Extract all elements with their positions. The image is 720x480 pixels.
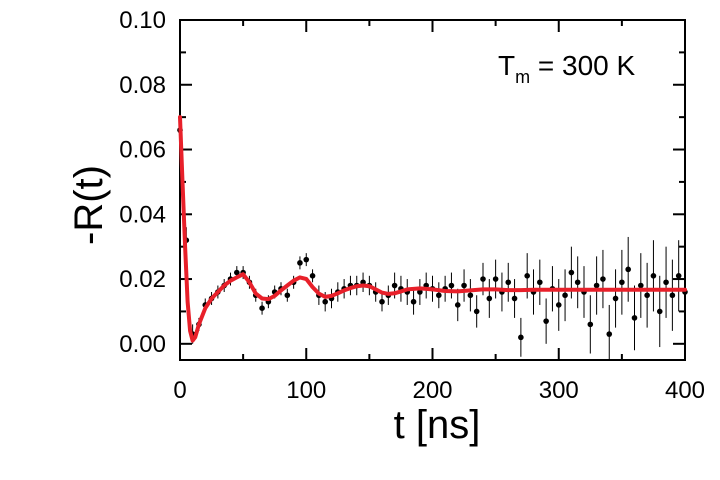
data-point [656,308,663,315]
data-point [461,282,467,289]
annotation-subscript: m [515,67,530,87]
data-point [284,292,291,299]
data-point [631,315,638,321]
data-point [543,318,549,324]
y-tick-label: 0.08 [119,72,166,99]
data-point [391,282,398,289]
data-point [606,331,613,337]
data-point [625,266,631,273]
data-point [587,321,594,328]
data-point [297,260,303,266]
data-point [259,305,265,311]
annotation-rest: = 300 K [530,50,635,81]
x-tick-label: 0 [173,377,186,404]
data-point [492,276,499,282]
data-point [562,292,568,299]
y-tick-label: 0.06 [119,137,166,164]
y-tick-label: 0.00 [119,331,166,358]
data-point [574,279,581,286]
data-point [600,276,606,282]
data-point [410,298,417,305]
fit-curve [178,115,687,343]
data-point [518,334,524,341]
data-point [612,295,619,302]
x-tick-label: 200 [412,377,452,404]
error-bars [179,117,686,360]
data-point [303,256,310,263]
data-point [619,279,625,286]
x-tick-label: 400 [665,377,705,404]
x-axis-title: t [ns] [394,403,481,447]
data-point [669,292,676,299]
data-point [480,276,486,282]
data-point [467,292,474,299]
data-point [417,289,423,295]
y-tick-label: 0.10 [119,7,166,34]
data-points [177,127,688,341]
data-point [650,273,657,279]
data-point [436,292,442,299]
data-point [448,282,455,289]
data-point [454,302,461,308]
tick-labels: 0 100 200 300 400 0.00 0.02 0.04 0.06 0.08 0.10 [119,7,705,404]
data-point [473,308,480,315]
data-point [309,273,316,279]
data-point [593,282,600,289]
data-point [524,273,530,279]
data-point [663,279,669,286]
data-point [322,298,328,305]
data-point [379,298,385,305]
data-point [555,302,562,308]
temperature-annotation: Tm = 300 K [498,50,636,87]
y-tick-label: 0.04 [119,201,166,228]
data-point [675,273,682,279]
x-tick-label: 300 [539,377,579,404]
x-tick-label: 100 [286,377,326,404]
data-point [505,279,512,286]
data-point [486,295,493,302]
data-point [511,295,518,302]
data-point [234,269,240,276]
annotation-main: T [498,50,515,81]
ticks [179,19,686,360]
data-point [644,292,650,299]
fit-curve-group [178,115,687,343]
y-axis-title: -R(t) [67,165,111,245]
data-point [568,269,575,276]
data-point [537,279,543,286]
data-point [638,282,644,289]
y-tick-label: 0.02 [119,266,166,293]
